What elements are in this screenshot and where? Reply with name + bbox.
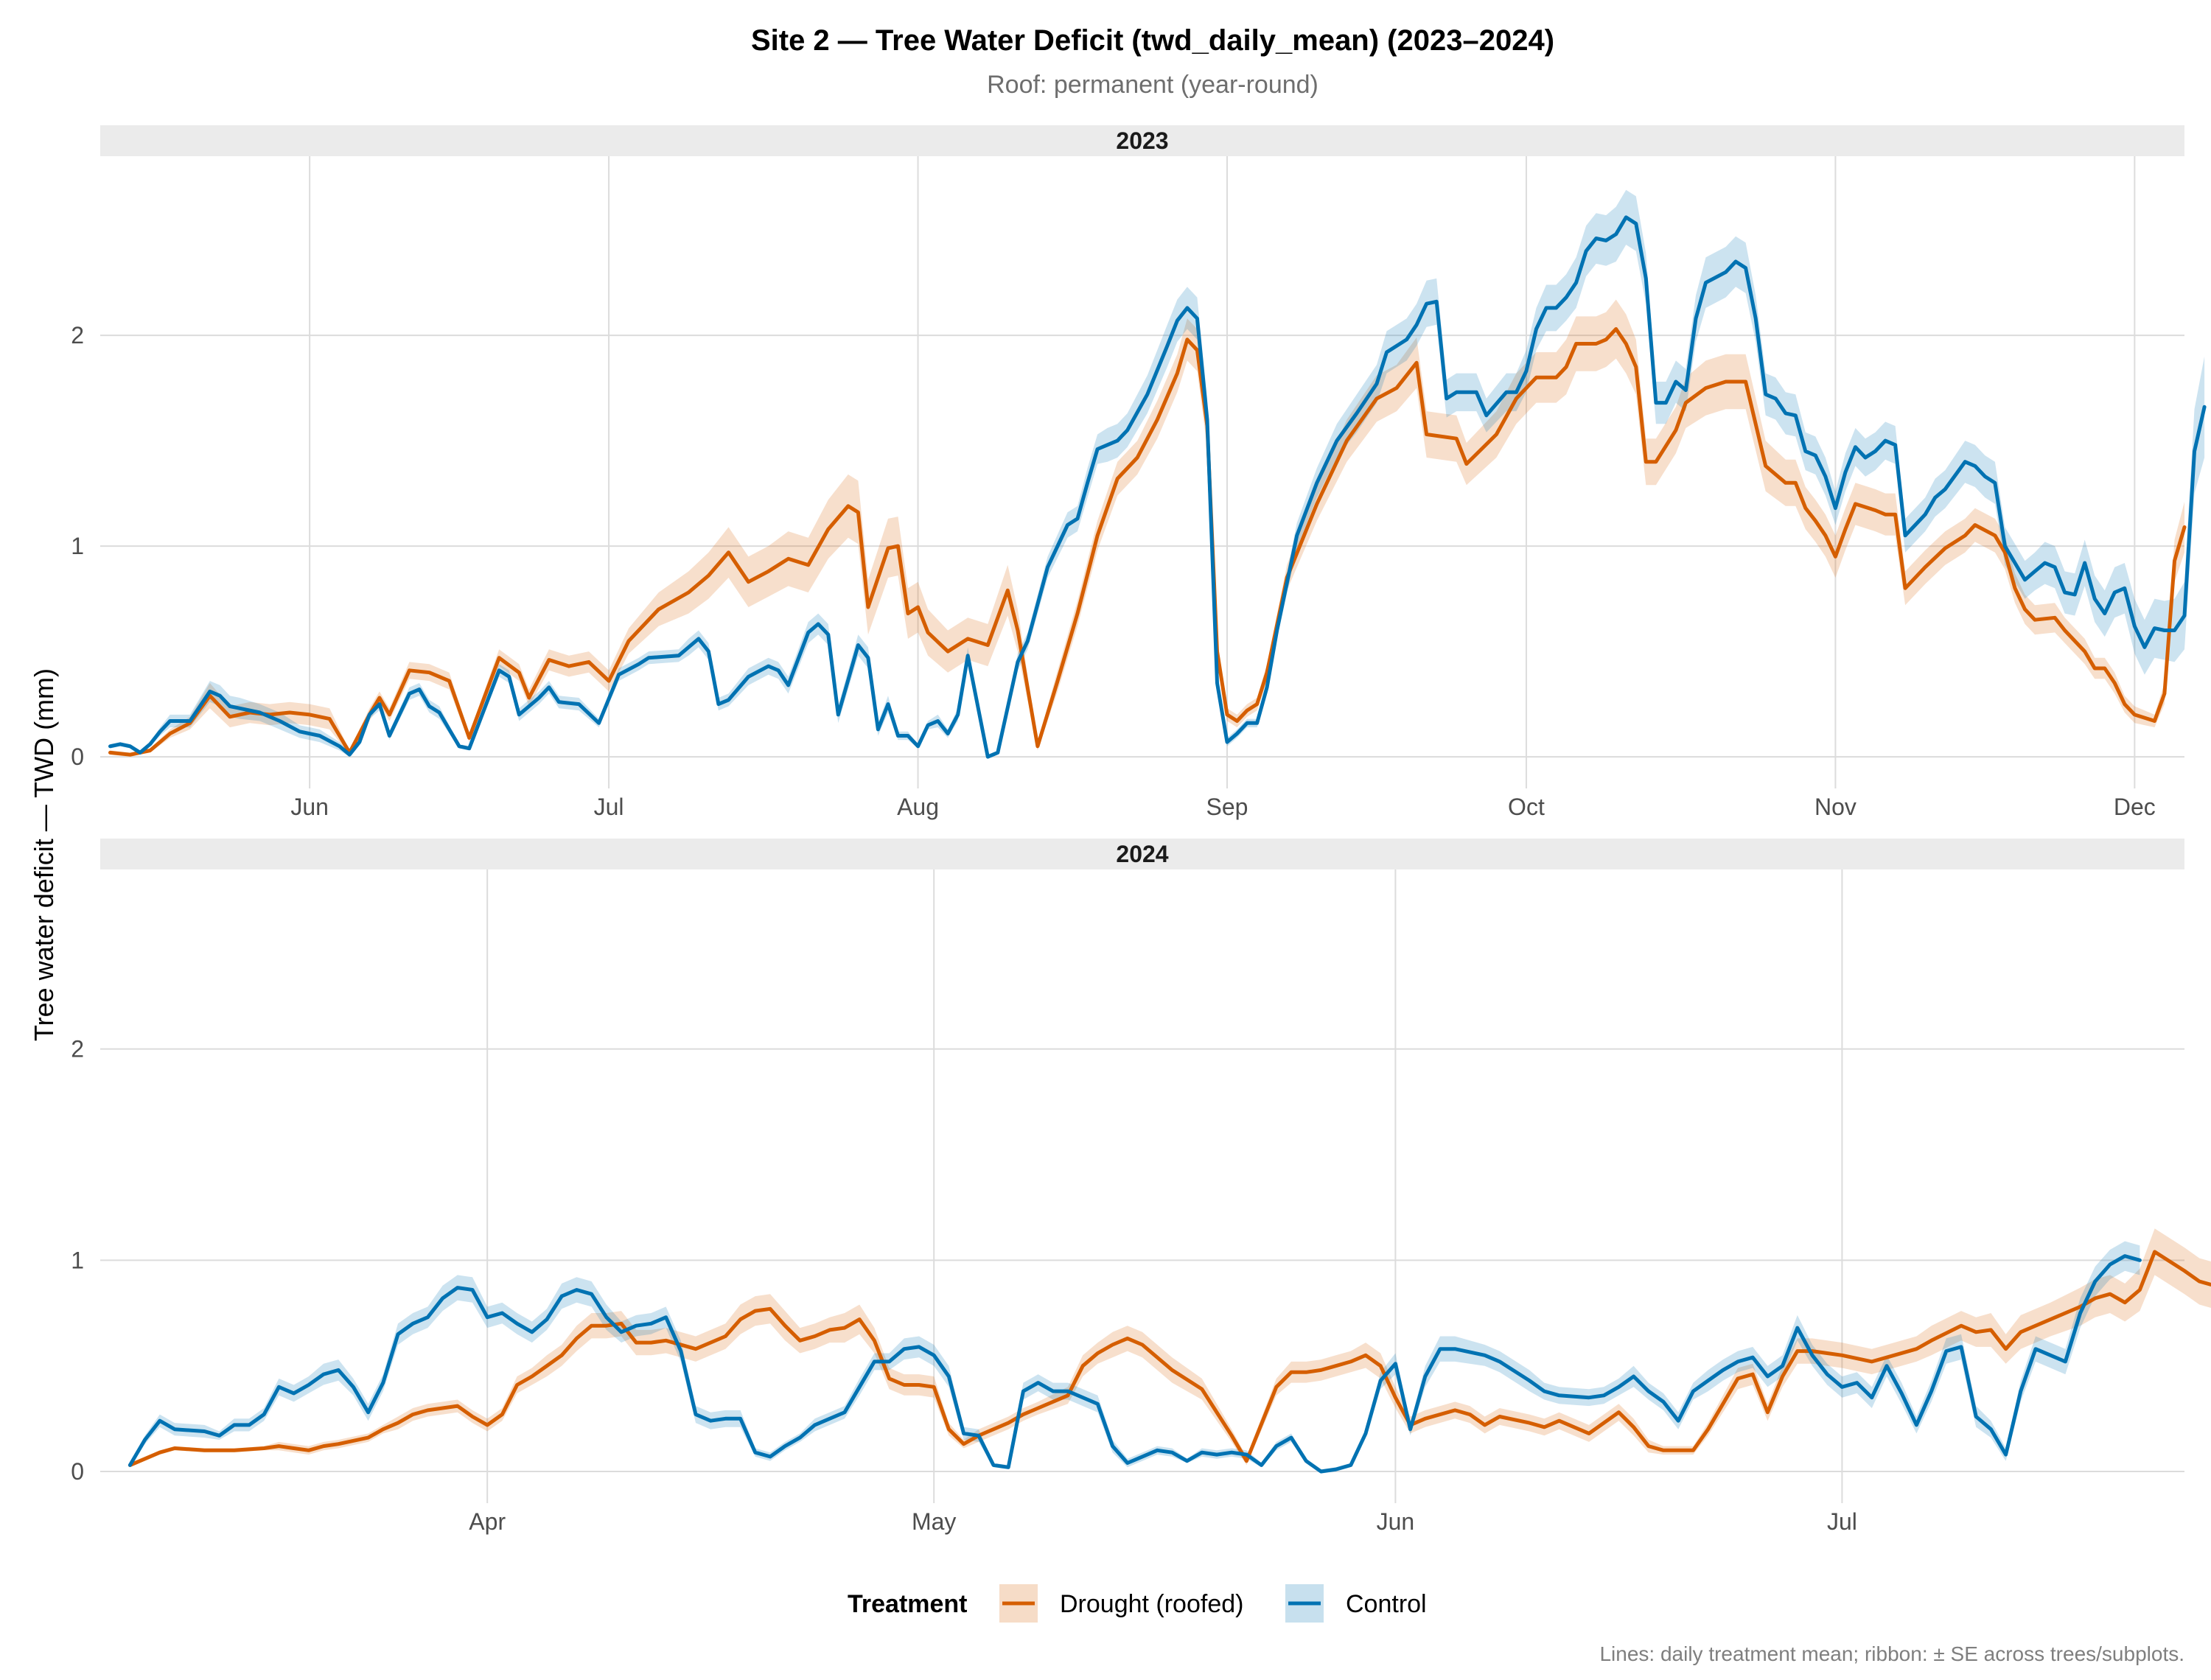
x-tick-label: Aug (897, 794, 939, 820)
panel-2023: 2023 0 1 2 Jun Jul Aug Sep Oct Nov Dec (71, 125, 2207, 820)
legend-title: Treatment (848, 1590, 968, 1618)
y-axis-title: Tree water deficit — TWD (mm) (29, 668, 59, 1041)
legend-item-drought[interactable]: Drought (roofed) (999, 1584, 1243, 1623)
legend-label-control: Control (1346, 1590, 1427, 1618)
x-tick-label: Jul (594, 794, 624, 820)
x-tick-label: Jun (290, 794, 329, 820)
series-line-drought (108, 327, 2187, 757)
panel-2024: 2024 0 1 2 Apr May Jun Jul (71, 839, 2211, 1535)
x-tick-label: Jun (1377, 1508, 1415, 1535)
y-tick-label: 2 (71, 1036, 84, 1063)
y-tick-label: 1 (71, 533, 84, 559)
se-ribbon-control (130, 1241, 2140, 1474)
legend-item-control[interactable]: Control (1285, 1584, 1427, 1623)
x-tick-label: Sep (1206, 794, 1248, 820)
legend-label-drought: Drought (roofed) (1060, 1590, 1243, 1618)
y-tick-label: 1 (71, 1247, 84, 1273)
facet-strip-label: 2023 (1116, 127, 1168, 154)
y-tick-label: 2 (71, 322, 84, 349)
chart-subtitle: Roof: permanent (year-round) (987, 71, 1318, 99)
facet-strip-label: 2024 (1116, 841, 1168, 867)
x-tick-label: Apr (469, 1508, 506, 1535)
series-line-control (108, 215, 2207, 759)
y-tick-label: 0 (71, 743, 84, 770)
facet-panels: 2023 0 1 2 Jun Jul Aug Sep Oct Nov Dec 2024 0 1 2 Apr Ma… (71, 125, 2211, 1535)
x-tick-label: May (912, 1508, 956, 1535)
chart-caption: Lines: daily treatment mean; ribbon: ± S… (1599, 1642, 2184, 1665)
x-tick-label: Nov (1814, 794, 1857, 820)
series-line-control (128, 1254, 2142, 1474)
x-tick-label: Oct (1508, 794, 1545, 820)
facet-strip (100, 125, 2184, 156)
x-tick-label: Dec (2114, 794, 2156, 820)
series-line-drought (128, 1250, 2211, 1467)
x-tick-label: Jul (1827, 1508, 1857, 1535)
legend: Treatment Drought (roofed) Control (848, 1584, 1427, 1623)
facet-strip (100, 839, 2184, 869)
chart-title: Site 2 — Tree Water Deficit (twd_daily_m… (751, 24, 1554, 57)
y-tick-label: 0 (71, 1458, 84, 1485)
se-ribbon-drought (130, 1228, 2211, 1468)
